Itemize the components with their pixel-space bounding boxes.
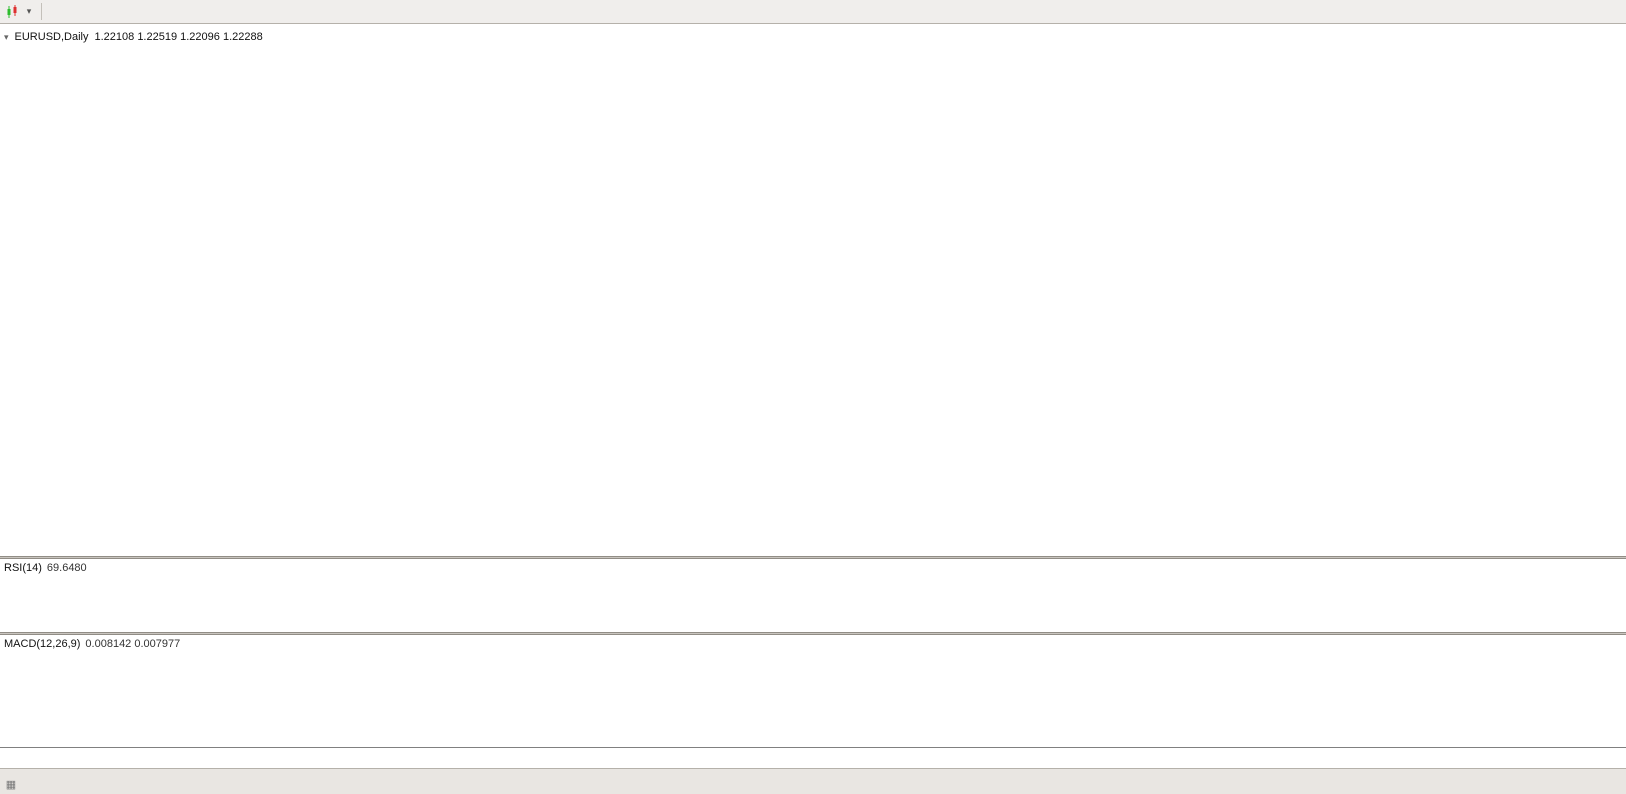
macd-canvas (0, 635, 1626, 747)
tab-list-icon[interactable]: ▦ (5, 778, 17, 791)
rsi-indicator-name: RSI(14) (4, 562, 42, 574)
rsi-canvas (0, 559, 1626, 632)
rsi-indicator-value: 69.6480 (46, 562, 87, 574)
pane-splitter[interactable] (0, 632, 1626, 635)
main-chart-pane[interactable]: ▾ EURUSD,Daily 1.22108 1.22519 1.22096 1… (0, 24, 1626, 556)
timeframe-toolbar: ▾ (0, 0, 1626, 24)
toolbar-separator (41, 3, 42, 20)
chart-stack: ▾ EURUSD,Daily 1.22108 1.22519 1.22096 1… (0, 24, 1626, 768)
one-click-trading-icon[interactable]: ▾ (4, 31, 9, 42)
macd-label: MACD(12,26,9) 0.008142 0.007977 (4, 638, 180, 650)
rsi-pane[interactable]: RSI(14) 69.6480 (0, 559, 1626, 632)
rsi-label: RSI(14) 69.6480 (4, 562, 87, 574)
candlestick-glyph (7, 4, 17, 18)
chart-type-dropdown-icon[interactable]: ▾ (26, 6, 32, 16)
chart-type-icon[interactable] (4, 3, 22, 21)
main-chart-canvas[interactable] (0, 24, 1626, 556)
macd-indicator-name: MACD(12,26,9) (4, 638, 81, 650)
chart-tabbar: ▦ (0, 768, 1626, 794)
time-axis (0, 747, 1626, 768)
macd-indicator-values: 0.008142 0.007977 (85, 638, 181, 650)
pane-splitter[interactable] (0, 556, 1626, 559)
macd-pane[interactable]: MACD(12,26,9) 0.008142 0.007977 (0, 635, 1626, 747)
